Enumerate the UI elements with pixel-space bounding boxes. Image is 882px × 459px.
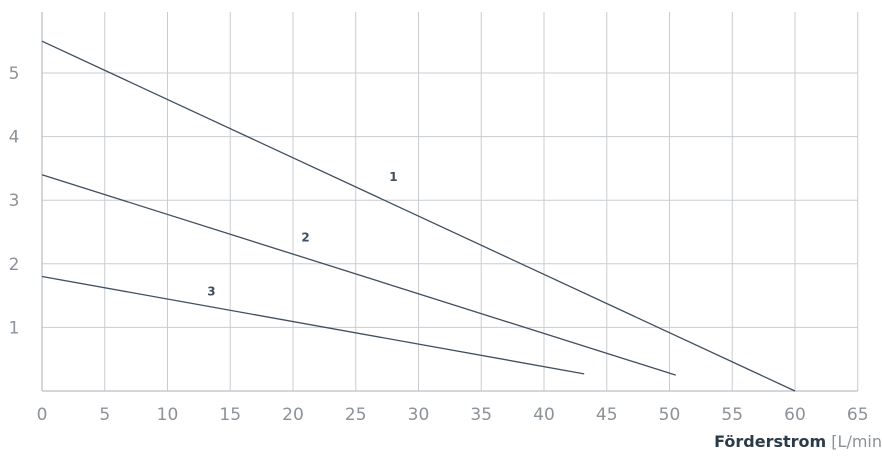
x-tick-label: 30 bbox=[408, 405, 430, 425]
y-tick-label: 2 bbox=[9, 255, 20, 275]
y-tick-label: 1 bbox=[9, 318, 20, 338]
y-tick-label: 5 bbox=[9, 64, 20, 84]
x-tick-label: 40 bbox=[533, 405, 555, 425]
series-label-1: 1 bbox=[389, 170, 397, 184]
x-tick-label: 50 bbox=[659, 405, 681, 425]
series-line-3 bbox=[41, 275, 585, 375]
series-labels: 1 2 3 bbox=[207, 170, 397, 298]
x-tick-label: 35 bbox=[470, 405, 492, 425]
x-tick-label: 10 bbox=[157, 405, 179, 425]
x-tick-label: 45 bbox=[596, 405, 618, 425]
grid-lines bbox=[42, 12, 859, 391]
series-line-2 bbox=[41, 174, 676, 376]
series-label-3: 3 bbox=[207, 285, 215, 299]
series-lines bbox=[41, 40, 796, 392]
y-tick-label: 3 bbox=[9, 191, 20, 211]
series-line-1 bbox=[41, 40, 796, 392]
x-axis-label-unit: [L/min bbox=[831, 432, 882, 451]
x-tick-label: 15 bbox=[219, 405, 241, 425]
x-tick-labels: 0 5 10 15 20 25 30 35 40 45 50 55 60 65 bbox=[37, 405, 869, 425]
axes bbox=[41, 12, 858, 392]
y-tick-label: 4 bbox=[9, 128, 20, 148]
x-tick-label: 5 bbox=[99, 405, 110, 425]
x-axis-label-text: Förderstrom bbox=[714, 432, 827, 451]
x-tick-label: 65 bbox=[847, 405, 869, 425]
x-tick-label: 25 bbox=[345, 405, 367, 425]
series-label-2: 2 bbox=[301, 231, 309, 245]
x-tick-label: 55 bbox=[721, 405, 743, 425]
x-axis-label: Förderstrom [L/min bbox=[714, 432, 882, 451]
x-tick-label: 20 bbox=[282, 405, 304, 425]
x-tick-label: 60 bbox=[784, 405, 806, 425]
y-tick-labels: 1 2 3 4 5 bbox=[9, 64, 20, 338]
x-tick-label: 0 bbox=[37, 405, 48, 425]
